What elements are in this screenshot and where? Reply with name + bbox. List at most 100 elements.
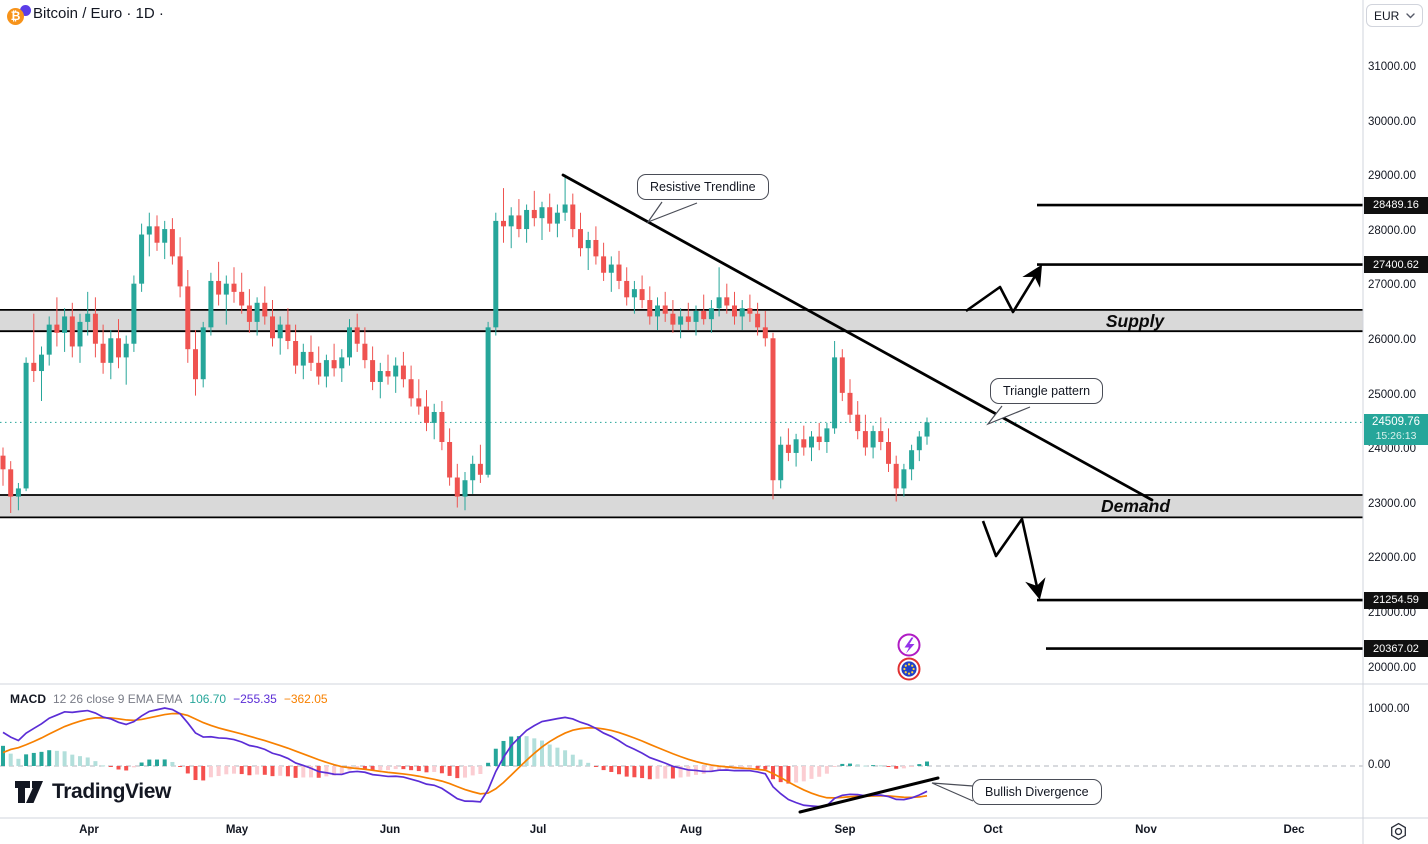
bar-countdown: 15:26:13 [1375, 430, 1417, 443]
time-axis-label[interactable]: Dec [1283, 824, 1305, 836]
price-level-tag: 28489.16 [1364, 196, 1428, 214]
candle-body [169, 229, 175, 257]
candle-body [477, 463, 483, 475]
time-axis-label[interactable]: Jun [379, 824, 401, 836]
macd-hist-bar [439, 766, 444, 774]
macd-hist-bar [301, 766, 306, 778]
callout-bullish-divergence[interactable]: Bullish Divergence [972, 779, 1102, 805]
callout-triangle-pattern[interactable]: Triangle pattern [990, 378, 1104, 404]
macd-hist-bar [54, 750, 59, 766]
macd-hist-bar [239, 766, 244, 775]
candle-body [624, 280, 630, 298]
macd-hist-bar [925, 761, 929, 766]
macd-hist-bar [917, 764, 922, 766]
time-axis-label[interactable]: Oct [983, 824, 1003, 836]
macd-hist-bar [855, 764, 860, 766]
macd-title[interactable]: MACD [10, 692, 46, 706]
candle-body [547, 207, 553, 224]
candle-body [747, 308, 753, 314]
euro-star-dot [904, 664, 907, 667]
candle-body [816, 436, 822, 443]
candle-body [886, 442, 891, 464]
macd-hist-bar [747, 766, 752, 769]
time-axis-label[interactable]: Jul [529, 824, 547, 836]
macd-hist-bar [878, 765, 883, 767]
candle-body [246, 305, 252, 322]
macd-hist-bar [24, 754, 29, 766]
candle-body [485, 327, 491, 475]
macd-hist-bar [162, 759, 167, 766]
macd-hist-bar [709, 766, 714, 773]
macd-hist-bar [763, 766, 768, 770]
candle-body [531, 209, 537, 219]
currency-selector[interactable]: EUR [1366, 4, 1423, 27]
time-axis-label[interactable]: Nov [1135, 824, 1157, 836]
macd-hist-bar [255, 766, 260, 775]
candle-body [416, 398, 422, 407]
macd-hist-bar [78, 756, 82, 766]
candle-body [408, 379, 414, 399]
macd-hist-bar [863, 765, 868, 767]
candle-body [862, 431, 868, 448]
macd-hist-bar [901, 766, 906, 769]
macd-hist-bar [131, 766, 136, 768]
macd-hist-bar [755, 766, 760, 769]
macd-hist-bar [832, 766, 837, 767]
zigzag-down-arrow [981, 517, 1046, 600]
gear-icon[interactable] [1389, 822, 1408, 844]
candle-body [739, 308, 745, 317]
time-axis-label[interactable]: Sep [834, 824, 856, 836]
candle-body [46, 324, 52, 355]
tradingview-logo-text: TradingView [52, 780, 171, 803]
candle-body [554, 212, 560, 224]
euro-star-dot [903, 667, 906, 671]
candle-body [146, 226, 152, 235]
macd-hist-bar [740, 766, 745, 769]
macd-hist-bar [262, 766, 267, 775]
symbol-title[interactable]: Bitcoin / Euro · 1D · [33, 5, 164, 22]
euro-star-dot [907, 672, 911, 675]
macd-hist-bar [532, 738, 537, 766]
candle-body [362, 343, 368, 361]
macd-hist-bar [62, 751, 67, 766]
lightning-bolt [904, 637, 915, 654]
macd-hist-bar [463, 766, 467, 778]
macd-hist-bar [139, 762, 144, 766]
time-axis-label[interactable]: Apr [79, 824, 99, 836]
supply-zone-label[interactable]: Supply [1105, 310, 1165, 331]
tradingview-logo-icon [15, 781, 43, 803]
macd-hist-bar [193, 766, 198, 781]
macd-hist-bar [555, 747, 560, 766]
candle-body [385, 371, 391, 377]
candle-body [139, 234, 145, 284]
macd-hist-bar [586, 762, 591, 766]
candle-body [300, 351, 306, 366]
time-axis-label[interactable]: Aug [679, 824, 703, 836]
macd-hist-bar [401, 766, 406, 770]
macd-hist-bar [108, 766, 113, 767]
candle-body [516, 215, 522, 230]
callout-resistive-trendline[interactable]: Resistive Trendline [637, 174, 769, 200]
demand-zone-label[interactable]: Demand [1100, 495, 1171, 516]
candle-body [185, 286, 191, 350]
callout-tail-bullish [931, 782, 974, 802]
candle-body [901, 469, 907, 489]
candle-body [578, 229, 583, 249]
price-axis-label: 24000.00 [1368, 443, 1416, 456]
candle-body [216, 280, 222, 295]
macd-hist-bar [370, 766, 375, 771]
candle-body [154, 226, 160, 243]
price-axis-label: 26000.00 [1368, 334, 1416, 346]
macd-hist-bar [332, 766, 337, 776]
candle-body [893, 463, 899, 489]
macd-hist-bar [632, 766, 637, 778]
candle-body [231, 283, 237, 292]
candle-body [393, 365, 399, 377]
time-axis-label[interactable]: May [225, 824, 249, 836]
zone-demand [0, 494, 1363, 518]
euro-star-dot [911, 664, 914, 667]
tradingview-logo[interactable]: TradingView [14, 778, 171, 806]
macd-hist-bar [794, 766, 799, 783]
macd-hist-bar [678, 766, 683, 778]
